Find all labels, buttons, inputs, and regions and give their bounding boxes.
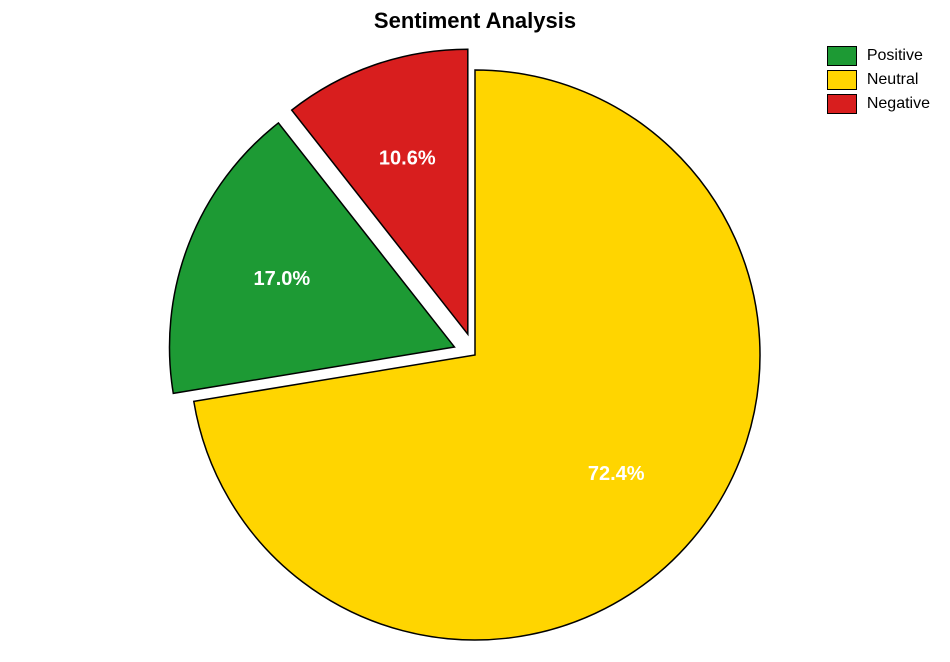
legend-item-positive: Positive — [827, 46, 930, 66]
legend-label-neutral: Neutral — [867, 71, 919, 89]
pie-slice-label-positive: 17.0% — [253, 268, 310, 290]
legend-item-neutral: Neutral — [827, 70, 930, 90]
legend-label-positive: Positive — [867, 47, 923, 65]
pie-slice-label-negative: 10.6% — [379, 147, 436, 169]
legend: Positive Neutral Negative — [827, 46, 930, 118]
chart-container: Sentiment Analysis 72.4%17.0%10.6% Posit… — [0, 0, 950, 662]
legend-swatch-positive — [827, 46, 857, 66]
pie-chart: 72.4% 17.0% 10.6% — [0, 0, 950, 662]
legend-swatch-neutral — [827, 70, 857, 90]
pie-slice-label-neutral: 72.4% — [588, 463, 645, 485]
legend-label-negative: Negative — [867, 95, 930, 113]
legend-swatch-negative — [827, 94, 857, 114]
legend-item-negative: Negative — [827, 94, 930, 114]
